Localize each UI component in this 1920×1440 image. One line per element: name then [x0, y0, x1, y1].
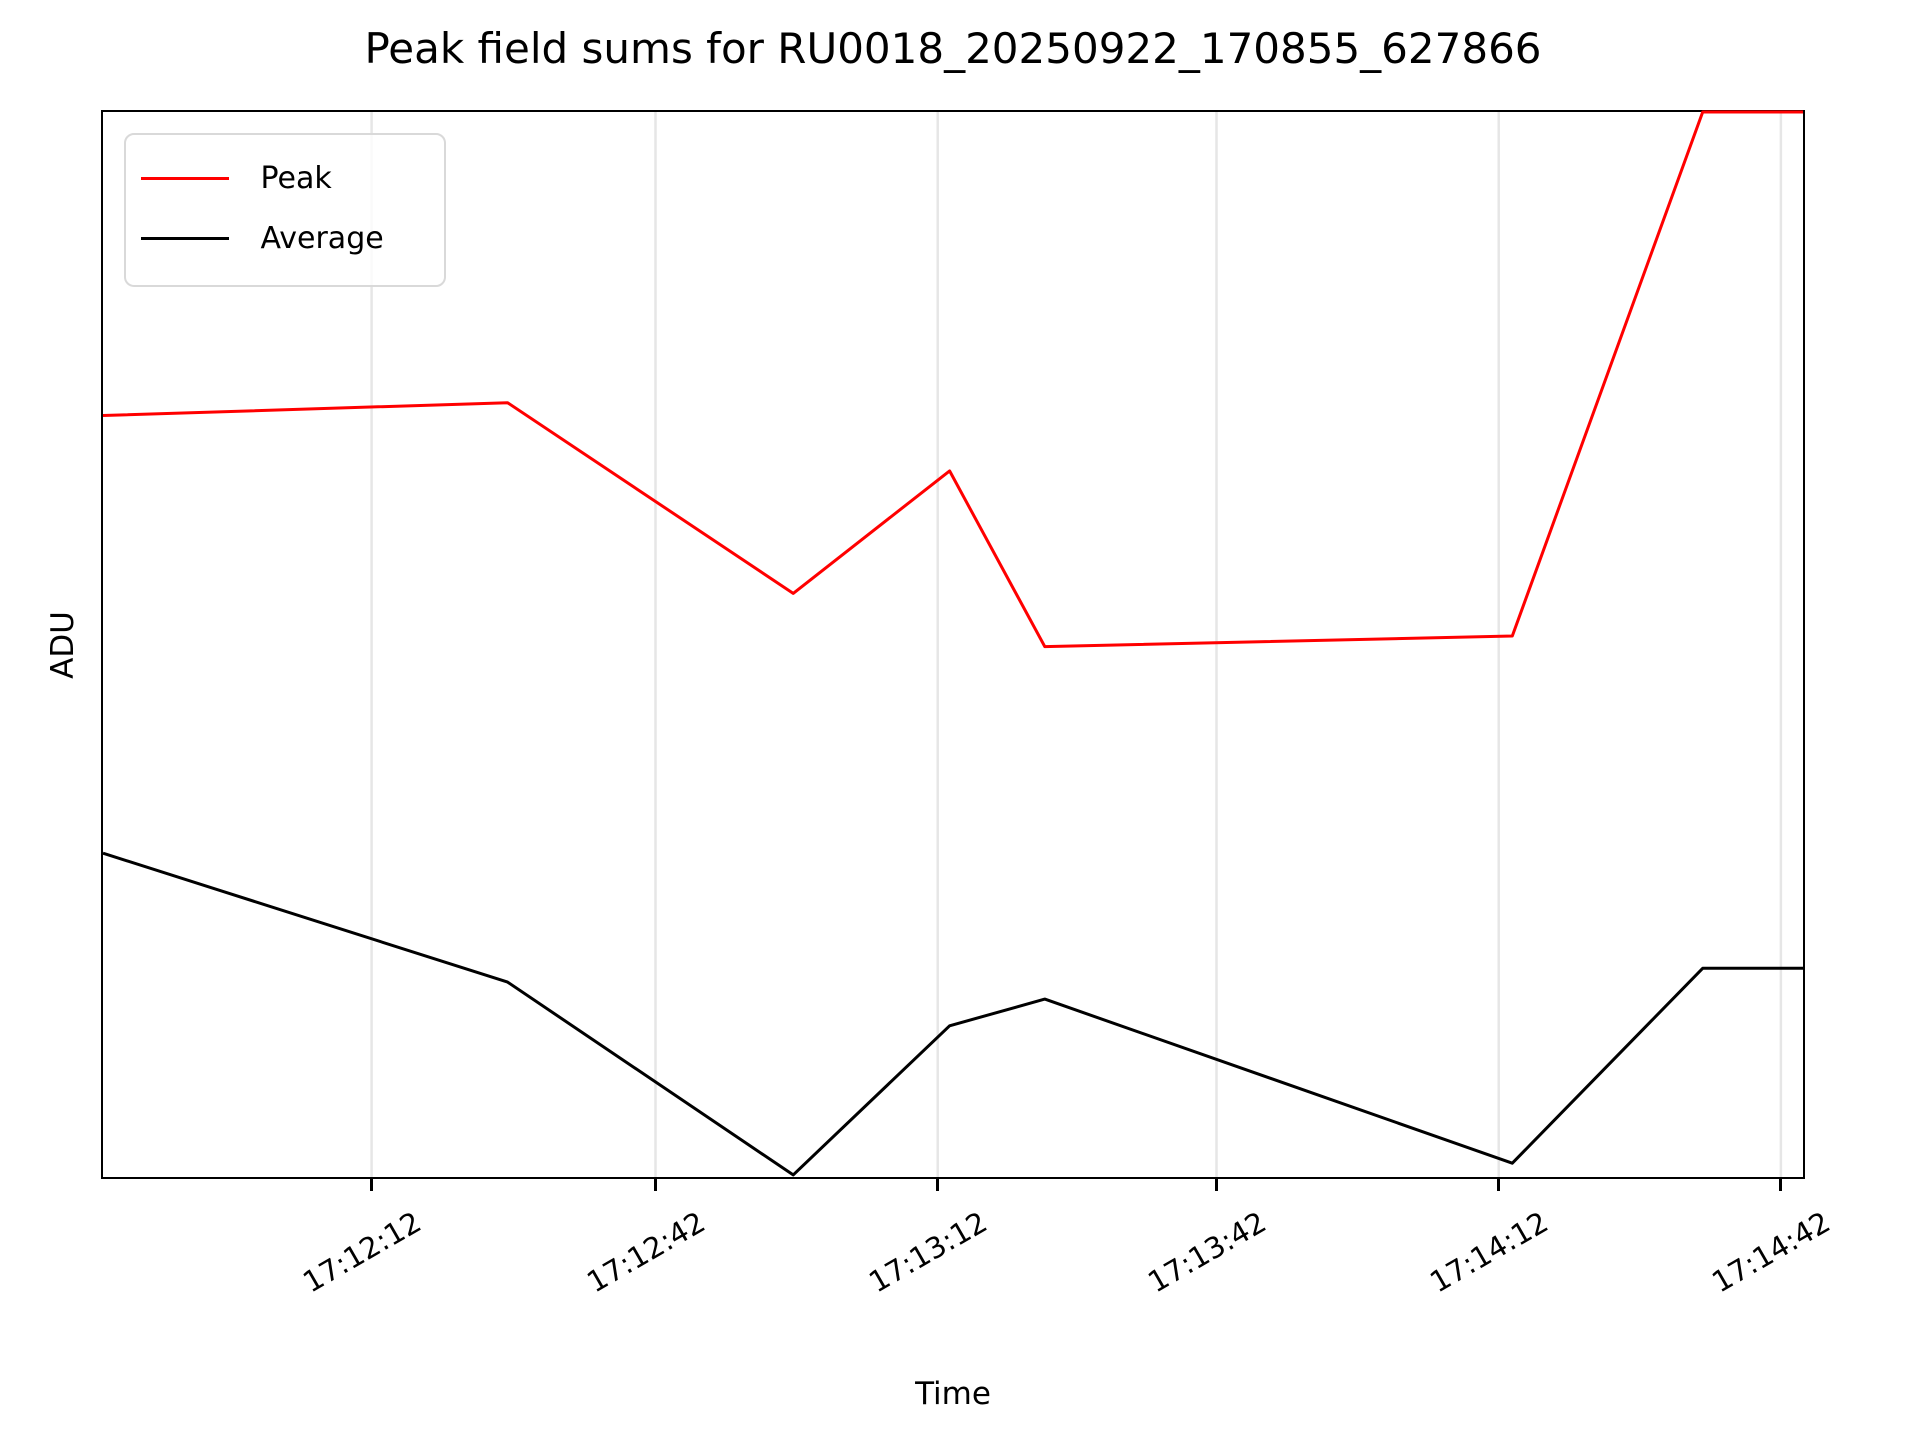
y-axis-label: ADU: [45, 611, 81, 679]
x-tick-mark: [936, 1177, 940, 1191]
legend-item-peak: Peak: [126, 149, 444, 209]
legend-label-average: Average: [260, 220, 384, 256]
legend-item-average: Average: [126, 209, 444, 269]
chart-title: Peak field sums for RU0018_20250922_1708…: [364, 24, 1542, 73]
average-line-sample: [140, 237, 229, 240]
average-line: [102, 851, 1803, 1176]
peak-line: [102, 110, 1803, 648]
peak-line-sample: [140, 177, 229, 180]
plot-canvas: [102, 110, 1803, 1177]
legend-label-peak: Peak: [260, 160, 332, 196]
legend: Peak Average: [123, 132, 446, 287]
x-tick-mark: [1779, 1177, 1783, 1191]
x-axis-label: Time: [915, 1376, 991, 1412]
x-tick-mark: [654, 1177, 657, 1191]
x-tick-mark: [1497, 1177, 1501, 1191]
x-tick-mark: [1215, 1177, 1218, 1191]
plot-area: Peak Average: [100, 109, 1805, 1179]
x-tick-mark: [370, 1177, 374, 1191]
